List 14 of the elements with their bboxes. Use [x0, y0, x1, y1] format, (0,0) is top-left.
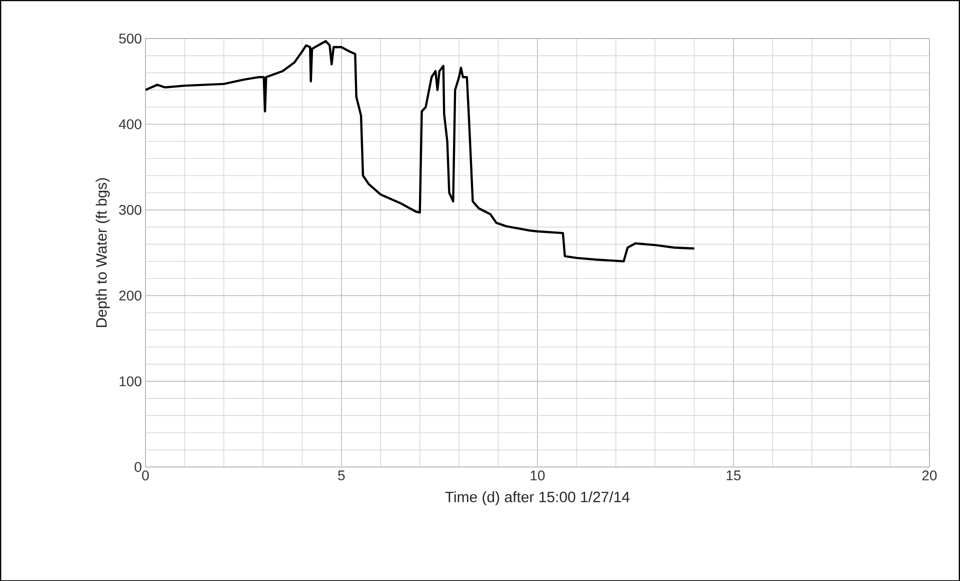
x-tick-label: 15 [726, 470, 741, 480]
y-tick-label: 500 [119, 33, 142, 44]
x-tick-label: 0 [142, 470, 149, 480]
y-tick-label: 200 [119, 290, 142, 300]
x-tick-label: 5 [338, 470, 345, 480]
y-axis-title: Depth to Water (ft bgs) [96, 178, 110, 327]
x-axis-title: Time (d) after 15:00 1/27/14 [445, 491, 630, 506]
y-tick-label: 100 [120, 376, 142, 386]
x-tick-label: 10 [530, 470, 545, 480]
line-series [145, 40, 696, 262]
y-tick-label: 0 [134, 462, 142, 472]
x-tick-label: 20 [922, 470, 937, 480]
y-tick-label: 300 [119, 204, 142, 215]
y-tick-label: 400 [118, 119, 142, 129]
